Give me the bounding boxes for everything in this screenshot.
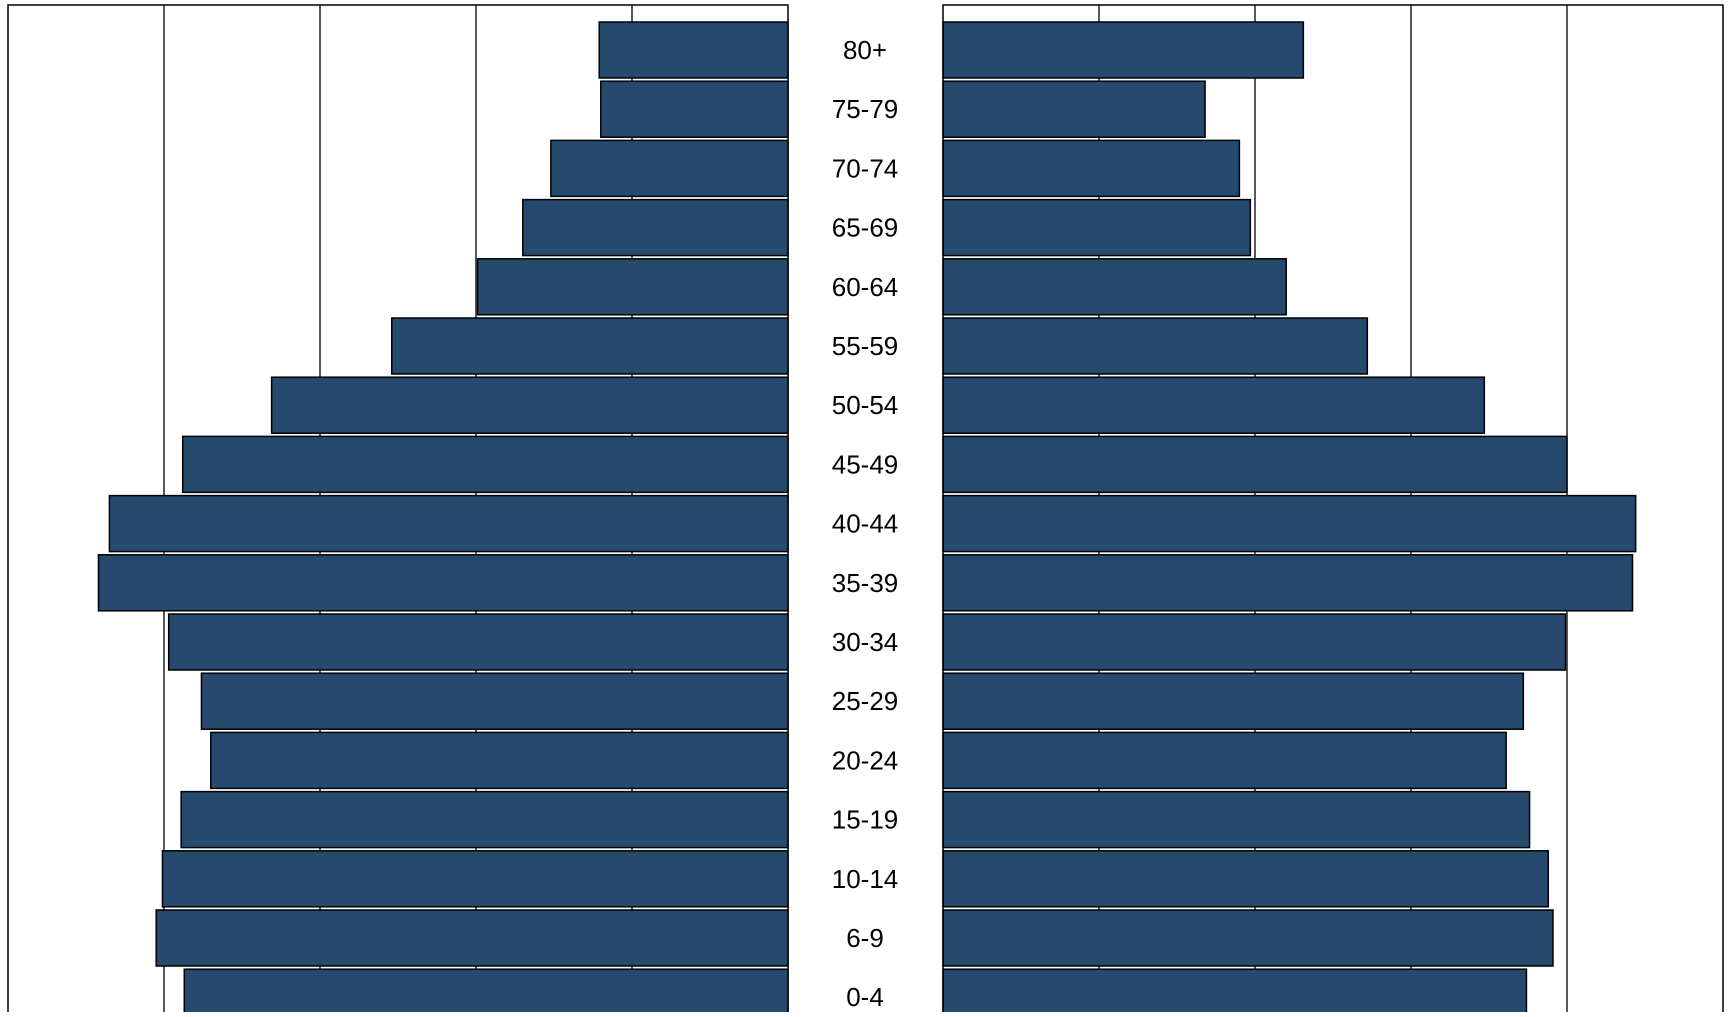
bar-left-75-79 [600,80,789,138]
bars [97,21,1637,1017]
bar-left-0-4 [183,968,789,1017]
bar-left-20-24 [210,731,789,790]
age-label-50-54: 50-54 [832,390,899,420]
bar-right-35-39 [942,554,1634,612]
bar-left-35-39 [97,554,789,612]
bar-left-55-59 [391,317,789,375]
bar-right-10-14 [942,850,1550,908]
bar-left-80+ [598,21,789,79]
bar-left-15-19 [180,790,789,849]
bar-left-6-9 [155,909,789,967]
panel-frames [7,4,1724,1017]
age-label-25-29: 25-29 [832,686,899,716]
bar-right-70-74 [942,139,1241,198]
bar-left-45-49 [181,435,789,494]
bar-left-30-34 [167,613,789,671]
age-label-10-14: 10-14 [832,864,899,894]
age-label-80+: 80+ [843,35,887,65]
bar-right-45-49 [942,435,1568,494]
bar-right-15-19 [942,790,1531,849]
age-label-30-34: 30-34 [832,627,899,657]
age-label-75-79: 75-79 [832,94,899,124]
bar-left-25-29 [200,672,789,730]
bar-right-25-29 [942,672,1525,730]
bar-left-40-44 [108,494,789,553]
age-label-20-24: 20-24 [832,745,899,775]
bar-right-60-64 [942,258,1287,316]
bar-right-50-54 [942,376,1486,434]
bar-right-65-69 [942,198,1252,257]
bar-left-70-74 [550,139,789,198]
right-panel-frame [942,4,1724,1017]
age-label-6-9: 6-9 [846,923,884,953]
bar-left-60-64 [476,258,789,316]
bar-right-20-24 [942,731,1507,790]
bar-right-55-59 [942,317,1369,375]
bar-right-80+ [942,21,1305,79]
age-label-0-4: 0-4 [846,982,884,1012]
left-panel-frame [7,4,789,1017]
age-label-65-69: 65-69 [832,213,899,243]
bar-right-75-79 [942,80,1206,138]
bar-right-6-9 [942,909,1554,967]
age-label-40-44: 40-44 [832,509,899,539]
age-labels: 80+ 75-79 70-74 65-69 60-64 55-59 50-54 45-49 40… [832,35,899,1012]
bar-right-30-34 [942,613,1567,671]
age-label-70-74: 70-74 [832,153,899,183]
bar-left-10-14 [161,850,789,908]
age-label-60-64: 60-64 [832,272,899,302]
bar-left-50-54 [270,376,789,434]
age-label-35-39: 35-39 [832,568,899,598]
bar-right-40-44 [942,494,1637,553]
bar-right-0-4 [942,968,1528,1017]
bar-left-65-69 [522,198,789,257]
age-label-45-49: 45-49 [832,449,899,479]
age-label-55-59: 55-59 [832,331,899,361]
age-label-15-19: 15-19 [832,805,899,835]
